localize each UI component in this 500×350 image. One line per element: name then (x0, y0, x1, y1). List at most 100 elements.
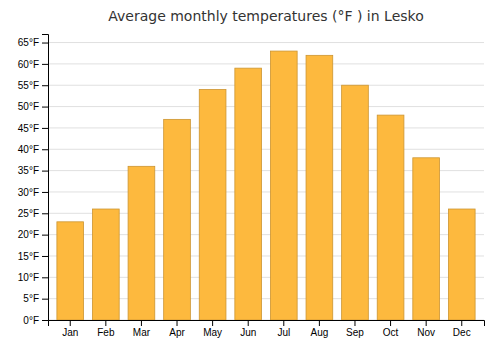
x-tick-label: Feb (97, 327, 115, 338)
chart: Jan Feb Mar Apr May Jun Jul Aug Sep Oct Nov Dec 0°F 5… (0, 0, 500, 350)
x-tick-label: Aug (310, 327, 328, 338)
y-tick-label: 30°F (18, 187, 39, 198)
x-tick: Jan (62, 320, 78, 338)
y-tick-mark (42, 192, 48, 193)
y-tick-mark (42, 43, 48, 44)
x-tick-label: Sep (346, 327, 364, 338)
plot-area: Jan Feb Mar Apr May Jun Jul Aug Sep Oct Nov Dec 0°F 5… (18, 35, 485, 339)
y-tick-label: 65°F (18, 37, 39, 48)
y-tick-mark (42, 299, 48, 300)
y-tick: 50°F (18, 101, 48, 112)
x-tick-mark (354, 320, 355, 326)
y-tick: 15°F (18, 251, 48, 262)
y-tick-mark (42, 107, 48, 108)
x-tick-mark (70, 320, 71, 326)
y-tick-mark (42, 320, 48, 321)
x-tick-label: Oct (383, 327, 399, 338)
x-tick-label: Jan (62, 327, 78, 338)
x-tick-mark (426, 320, 427, 326)
x-tick-mark (212, 320, 213, 326)
x-tick-mark (105, 320, 106, 326)
x-tick: Aug (310, 320, 328, 338)
y-tick-mark (42, 64, 48, 65)
x-tick-mark (390, 320, 391, 326)
bar (377, 115, 404, 320)
x-tick-mark (283, 320, 284, 326)
x-tick: Feb (97, 320, 115, 338)
bar (57, 222, 84, 320)
y-tick-mark (42, 256, 48, 257)
y-tick-label: 45°F (18, 123, 39, 134)
x-tick: Mar (133, 320, 151, 338)
y-tick: 45°F (18, 123, 48, 134)
x-axis-line (49, 321, 485, 327)
bar (128, 166, 155, 320)
grid (48, 43, 484, 320)
bar (235, 68, 262, 320)
y-tick: 10°F (18, 272, 48, 283)
x-tick-label: Jul (277, 327, 290, 338)
grid-line (48, 63, 484, 64)
y-tick-mark (42, 277, 48, 278)
y-tick-label: 55°F (18, 80, 39, 91)
x-tick: May (203, 320, 222, 338)
bars (57, 51, 475, 320)
grid-line (48, 106, 484, 107)
y-axis-line (42, 35, 49, 321)
x-tick: Jul (277, 320, 290, 338)
y-tick: 25°F (18, 208, 48, 219)
title: Average monthly temperatures (°F ) in Le… (108, 8, 423, 24)
y-tick-mark (42, 213, 48, 214)
y-tick-mark (42, 149, 48, 150)
y-tick: 60°F (18, 59, 48, 70)
bar (199, 89, 226, 320)
x-tick-label: Mar (133, 327, 151, 338)
y-axis: 0°F 5°F 10°F 15°F 20°F 25°F 30°F 35°F 40°F 45°F 50… (18, 35, 49, 326)
grid-line (48, 85, 484, 86)
y-tick-label: 10°F (18, 272, 39, 283)
bar (270, 51, 297, 320)
bar (413, 158, 440, 320)
y-tick-label: 40°F (18, 144, 39, 155)
y-tick-mark (42, 128, 48, 129)
y-tick-label: 50°F (18, 101, 39, 112)
x-tick: Dec (453, 320, 471, 338)
grid-line (48, 42, 484, 43)
y-tick-mark (42, 85, 48, 86)
y-tick: 20°F (18, 229, 48, 240)
x-axis: Jan Feb Mar Apr May Jun Jul Aug Sep Oct Nov Dec (49, 320, 485, 338)
y-tick-mark (42, 171, 48, 172)
y-tick-label: 0°F (23, 315, 39, 326)
y-tick: 5°F (23, 293, 48, 304)
x-tick-label: Dec (453, 327, 471, 338)
x-tick: Jun (240, 320, 256, 338)
x-tick: Sep (346, 320, 364, 338)
grid-line (48, 149, 484, 150)
y-tick-label: 20°F (18, 229, 39, 240)
y-tick-mark (42, 235, 48, 236)
y-tick: 0°F (23, 315, 48, 326)
x-tick: Apr (169, 320, 185, 338)
x-tick-label: Nov (417, 327, 435, 338)
bar (92, 209, 119, 320)
bar (306, 55, 333, 320)
x-tick-mark (461, 320, 462, 326)
y-tick: 65°F (18, 37, 48, 48)
x-tick-label: Jun (240, 327, 256, 338)
y-tick: 40°F (18, 144, 48, 155)
x-tick-mark (141, 320, 142, 326)
bar (448, 209, 475, 320)
x-tick-mark (248, 320, 249, 326)
y-tick: 30°F (18, 187, 48, 198)
bar (164, 119, 191, 320)
x-tick: Nov (417, 320, 435, 338)
y-tick-label: 60°F (18, 59, 39, 70)
x-tick: Oct (383, 320, 399, 338)
grid-line (48, 127, 484, 128)
y-tick: 55°F (18, 80, 48, 91)
x-tick-label: May (203, 327, 222, 338)
bar (342, 85, 369, 320)
y-tick-label: 35°F (18, 165, 39, 176)
y-tick: 35°F (18, 165, 48, 176)
y-tick-label: 15°F (18, 251, 39, 262)
